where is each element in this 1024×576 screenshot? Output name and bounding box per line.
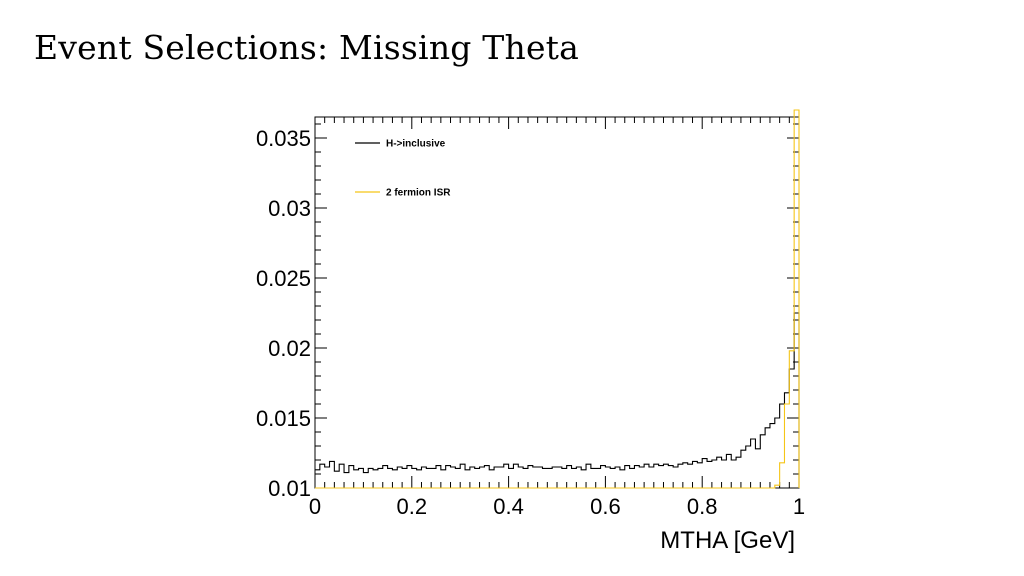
- x-tick-labels: 0 0.2 0.4 0.6 0.8 1: [309, 494, 805, 519]
- series-group: [315, 109, 800, 489]
- legend-label: 2 fermion ISR: [386, 188, 451, 199]
- x-tick-label: 0: [309, 494, 321, 519]
- series-line-0: [315, 312, 800, 488]
- slide-title: Event Selections: Missing Theta: [34, 28, 580, 67]
- axis-ticks: [314, 117, 800, 489]
- x-tick-label: 0.6: [590, 494, 621, 519]
- plot-frame: [314, 116, 800, 489]
- x-tick-label: 0.2: [397, 494, 428, 519]
- x-tick-label: 0.8: [687, 494, 718, 519]
- y-tick-label: 0.035: [256, 126, 311, 151]
- x-axis-title: MTHA [GeV]: [660, 527, 795, 554]
- y-tick-label: 0.015: [256, 406, 311, 431]
- y-tick-labels: 0.01 0.015 0.02 0.025 0.03 0.035: [256, 126, 311, 501]
- x-tick-label: 1: [793, 494, 805, 519]
- y-tick-label: 0.025: [256, 266, 311, 291]
- legend: H->inclusive 2 fermion ISR: [355, 139, 451, 199]
- legend-label: H->inclusive: [386, 139, 446, 150]
- series-line-1: [315, 109, 800, 489]
- y-tick-label: 0.02: [268, 336, 311, 361]
- y-tick-label: 0.03: [268, 196, 311, 221]
- x-tick-label: 0.4: [493, 494, 524, 519]
- y-tick-label: 0.01: [268, 476, 311, 501]
